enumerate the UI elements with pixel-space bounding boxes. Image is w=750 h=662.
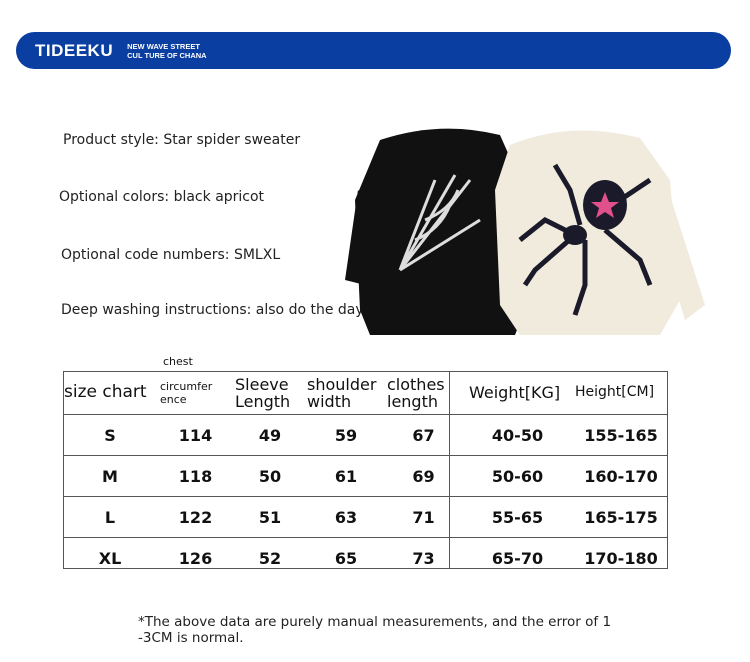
table-row: L 122 51 63 71 55-65 165-175 <box>63 496 668 538</box>
table-header-row: size chart circumfer ence Sleeve Length … <box>63 371 668 415</box>
cell: 61 <box>306 455 386 497</box>
cell: 65 <box>306 537 386 578</box>
cell: M <box>63 455 157 497</box>
cell: L <box>63 496 157 538</box>
header-sleeve: Sleeve Length <box>235 374 291 411</box>
table-row: S 114 49 59 67 40-50 155-165 <box>63 414 668 456</box>
cell: 71 <box>386 496 461 538</box>
cell: 59 <box>306 414 386 456</box>
cell: 50-60 <box>461 455 574 497</box>
cell: 51 <box>234 496 306 538</box>
cell: 55-65 <box>461 496 574 538</box>
cell: 122 <box>157 496 234 538</box>
optional-sizes: Optional code numbers: SMLXL <box>61 247 281 263</box>
cell: 126 <box>157 537 234 578</box>
header-length: clothes length <box>387 374 445 411</box>
chest-label: chest <box>163 355 193 368</box>
brand-tagline: NEW WAVE STREET CUL TURE OF CHANA <box>127 41 207 60</box>
cell: 118 <box>157 455 234 497</box>
cell: 73 <box>386 537 461 578</box>
optional-colors: Optional colors: black apricot <box>59 189 265 205</box>
cell: 63 <box>306 496 386 538</box>
apricot-sweater-image <box>495 130 705 335</box>
cell: 165-175 <box>574 496 668 538</box>
product-style: Product style: Star spider sweater <box>63 132 301 148</box>
cell: 49 <box>234 414 306 456</box>
header-shoulder: shoulder width <box>307 374 377 411</box>
cell: 65-70 <box>461 537 574 578</box>
washing-instructions: Deep washing instructions: also do the d… <box>61 302 416 318</box>
cell: 160-170 <box>574 455 668 497</box>
cell: 52 <box>234 537 306 578</box>
table-row: XL 126 52 65 73 65-70 170-180 <box>63 537 668 578</box>
cell: 155-165 <box>574 414 668 456</box>
cell: XL <box>63 537 157 578</box>
cell: 114 <box>157 414 234 456</box>
header-chest: circumfer ence <box>160 379 213 406</box>
size-chart-table: size chart circumfer ence Sleeve Length … <box>63 371 668 578</box>
cell: 40-50 <box>461 414 574 456</box>
table-row: M 118 50 61 69 50-60 160-170 <box>63 455 668 497</box>
brand-logo: TIDEEKU <box>35 40 114 60</box>
black-sweater-image <box>345 128 525 335</box>
cell: 67 <box>386 414 461 456</box>
brand-banner: TIDEEKU NEW WAVE STREET CUL TURE OF CHANA <box>16 32 731 69</box>
cell: 50 <box>234 455 306 497</box>
header-weight: Weight[KG] <box>469 383 561 402</box>
header-size-chart: size chart <box>64 382 147 402</box>
measurement-note: *The above data are purely manual measur… <box>138 614 612 646</box>
cell: 69 <box>386 455 461 497</box>
sweater-images <box>345 128 705 335</box>
cell: 170-180 <box>574 537 668 578</box>
cell: S <box>63 414 157 456</box>
header-height: Height[CM] <box>575 384 655 400</box>
